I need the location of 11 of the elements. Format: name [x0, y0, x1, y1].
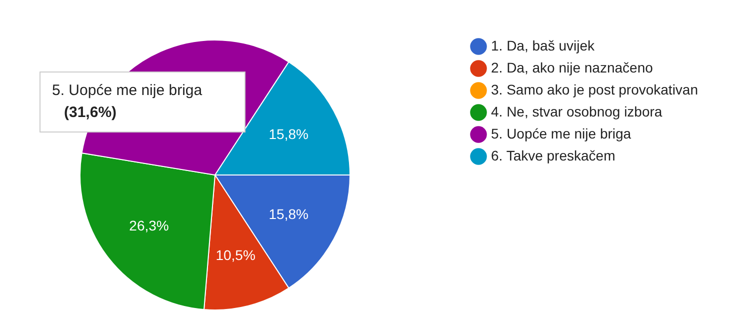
legend-label: 1. Da, baš uvijek	[491, 38, 596, 54]
text: 5. Uopće me nije briga (31,6%)	[52, 82, 203, 121]
legend-label: 3. Samo ako je post provokativan	[491, 82, 698, 98]
data-label: 15,8%	[268, 126, 308, 142]
legend-label: 2. Da, ako nije naznačeno	[491, 60, 654, 76]
legend-label: 5. Uopće me nije briga	[491, 126, 632, 142]
data-label: 10,5%	[216, 247, 256, 264]
data-label: 26,3%	[129, 218, 169, 234]
legend-label: 4. Ne, stvar osobnog izbora	[491, 104, 662, 120]
legend-label: 6. Takve preskačem	[491, 148, 616, 164]
data-label: 15,8%	[268, 206, 308, 222]
